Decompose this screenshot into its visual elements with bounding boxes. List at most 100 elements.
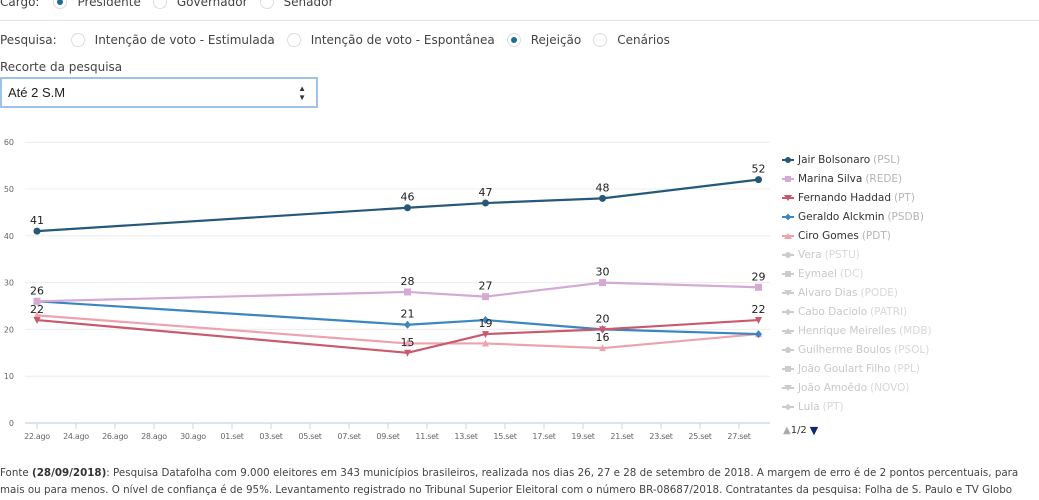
legend-marker-icon bbox=[782, 346, 794, 354]
legend-item-geraldo-alckmin[interactable]: Geraldo Alckmin (PSDB) bbox=[782, 207, 932, 226]
legend-marker bbox=[784, 384, 792, 391]
data-point-fernando-haddad bbox=[599, 326, 606, 334]
legend-name: Lula bbox=[798, 400, 820, 413]
radio-checked-icon bbox=[506, 33, 521, 47]
data-point-jair-bolsonaro bbox=[755, 176, 762, 184]
legend-name: Fernando Haddad bbox=[798, 191, 891, 204]
data-label-geraldo-alckmin: 20 bbox=[596, 312, 610, 325]
footer-text: : Pesquisa Datafolha com 9.000 eleitores… bbox=[0, 467, 1019, 496]
x-tick-label: 25.set bbox=[688, 432, 711, 441]
x-tick-label: 22.ago bbox=[24, 432, 50, 441]
legend-name: Ciro Gomes bbox=[798, 229, 859, 242]
data-point-jair-bolsonaro bbox=[33, 227, 41, 235]
legend-party: (PT) bbox=[894, 191, 915, 204]
data-label-fernando-haddad: 15 bbox=[401, 336, 415, 349]
legend-party: (PSL) bbox=[873, 153, 901, 166]
x-tick-label: 28.ago bbox=[141, 432, 167, 441]
legend-item-jo-o-amo-do[interactable]: João Amoêdo (NOVO) bbox=[782, 378, 932, 397]
legend-marker bbox=[785, 346, 791, 353]
pesquisa-option-cenarios[interactable]: Cenários bbox=[593, 33, 670, 47]
data-point-ciro-gomes bbox=[33, 311, 41, 319]
option-label: Intenção de voto - Estimulada bbox=[94, 33, 275, 47]
legend-marker-icon bbox=[782, 251, 794, 259]
recorte-select[interactable]: Até 2 S.M ▲ ▼ bbox=[0, 77, 318, 108]
data-point-fernando-haddad bbox=[755, 317, 762, 325]
y-tick-label: 0 bbox=[9, 419, 14, 428]
legend-marker-icon bbox=[782, 327, 794, 335]
legend-item-alvaro-dias[interactable]: Alvaro Dias (PODE) bbox=[782, 283, 932, 302]
legend-page-down-icon[interactable]: ▼ bbox=[809, 424, 819, 437]
legend-party: (PT) bbox=[822, 400, 844, 413]
legend-page-indicator: 1/2 bbox=[790, 425, 807, 436]
select-arrows-icon: ▲ ▼ bbox=[298, 84, 306, 102]
legend-party: (REDE) bbox=[865, 172, 903, 185]
legend-name: Vera bbox=[798, 248, 822, 261]
option-label: Rejeição bbox=[530, 33, 582, 47]
data-point-ciro-gomes bbox=[404, 339, 411, 347]
legend-item-ciro-gomes[interactable]: Ciro Gomes (PDT) bbox=[782, 226, 932, 245]
legend-marker-icon bbox=[782, 384, 794, 392]
data-point-ciro-gomes bbox=[599, 344, 606, 352]
data-point-marina-silva bbox=[755, 283, 762, 291]
legend-item-lula[interactable]: Lula (PT) bbox=[782, 397, 932, 416]
data-point-geraldo-alckmin bbox=[482, 316, 489, 325]
data-label-ciro-gomes: 16 bbox=[596, 331, 610, 344]
legend-party: (PSDB) bbox=[887, 210, 924, 223]
series-line-marina-silva bbox=[36, 281, 759, 303]
x-tick-label: 01.set bbox=[220, 432, 243, 441]
legend-item-vera[interactable]: Vera (PSTU) bbox=[782, 245, 932, 264]
legend-item-guilherme-boulos[interactable]: Guilherme Boulos (PSOL) bbox=[782, 340, 932, 359]
y-tick-label: 30 bbox=[4, 279, 14, 288]
x-tick-label: 09.set bbox=[376, 432, 399, 441]
data-label-jair-bolsonaro: 41 bbox=[30, 214, 44, 227]
legend-name: Jair Bolsonaro bbox=[798, 153, 871, 166]
x-tick-label: 30.ago bbox=[180, 432, 206, 441]
legend-marker-icon bbox=[782, 365, 794, 373]
legend-item-jo-o-goulart-filho[interactable]: João Goulart Filho (PPL) bbox=[782, 359, 932, 378]
line-chart: 0 10 20 30 40 50 60 22.ago 24.ago 26.ago 28.ago 30.… bbox=[4, 138, 770, 441]
legend-marker bbox=[785, 156, 791, 163]
legend-item-eymael[interactable]: Eymael (DC) bbox=[782, 264, 932, 283]
radio-unchecked-icon bbox=[152, 0, 167, 9]
data-point-fernando-haddad bbox=[482, 331, 489, 339]
data-label-marina-silva: 30 bbox=[596, 266, 610, 279]
legend-item-marina-silva[interactable]: Marina Silva (REDE) bbox=[782, 169, 932, 188]
legend-page-up-icon[interactable]: ▲ bbox=[783, 425, 791, 436]
data-point-jair-bolsonaro bbox=[482, 199, 489, 207]
x-tick-label: 21.set bbox=[610, 432, 633, 441]
legend-item-henrique-meirelles[interactable]: Henrique Meirelles (MDB) bbox=[782, 321, 932, 340]
data-label-geraldo-alckmin: 21 bbox=[401, 308, 415, 321]
y-tick-label: 60 bbox=[4, 138, 14, 147]
legend-marker bbox=[785, 270, 791, 277]
legend-party: (PDT) bbox=[861, 229, 891, 242]
legend-item-cabo-daciolo[interactable]: Cabo Daciolo (PATRI) bbox=[782, 302, 932, 321]
cargo-option-presidente[interactable]: Presidente bbox=[53, 0, 141, 9]
data-label-geraldo-alckmin: 26 bbox=[30, 284, 44, 297]
series-line-jair-bolsonaro bbox=[36, 178, 759, 233]
option-label: Presidente bbox=[77, 0, 141, 9]
cargo-option-senador[interactable]: Senador bbox=[259, 0, 333, 9]
legend-marker bbox=[784, 213, 792, 220]
x-tick-label: 27.set bbox=[727, 432, 750, 441]
data-point-marina-silva bbox=[599, 279, 606, 287]
pesquisa-option-estimulada[interactable]: Intenção de voto - Estimulada bbox=[70, 33, 275, 47]
legend-name: Geraldo Alckmin bbox=[798, 210, 885, 223]
y-tick-label: 20 bbox=[4, 325, 14, 334]
data-point-jair-bolsonaro bbox=[404, 204, 411, 212]
pesquisa-option-espontanea[interactable]: Intenção de voto - Espontânea bbox=[286, 33, 495, 47]
legend-marker-icon bbox=[782, 289, 794, 297]
data-label-marina-silva: 29 bbox=[752, 270, 766, 283]
legend-marker bbox=[784, 194, 792, 201]
legend-item-jair-bolsonaro[interactable]: Jair Bolsonaro (PSL) bbox=[782, 150, 932, 169]
data-point-jair-bolsonaro bbox=[599, 194, 606, 202]
legend-name: Alvaro Dias bbox=[798, 286, 858, 299]
x-tick-label: 17.set bbox=[532, 432, 555, 441]
x-tick-label: 03.set bbox=[259, 432, 282, 441]
pesquisa-option-rejeicao[interactable]: Rejeição bbox=[506, 33, 582, 47]
cargo-option-governador[interactable]: Governador bbox=[152, 0, 248, 9]
legend-item-fernando-haddad[interactable]: Fernando Haddad (PT) bbox=[782, 188, 932, 207]
data-label-fernando-haddad: 22 bbox=[752, 303, 766, 316]
data-point-marina-silva bbox=[404, 288, 411, 296]
footer-prefix: Fonte bbox=[0, 467, 33, 479]
legend-party: (PSOL) bbox=[894, 343, 930, 356]
